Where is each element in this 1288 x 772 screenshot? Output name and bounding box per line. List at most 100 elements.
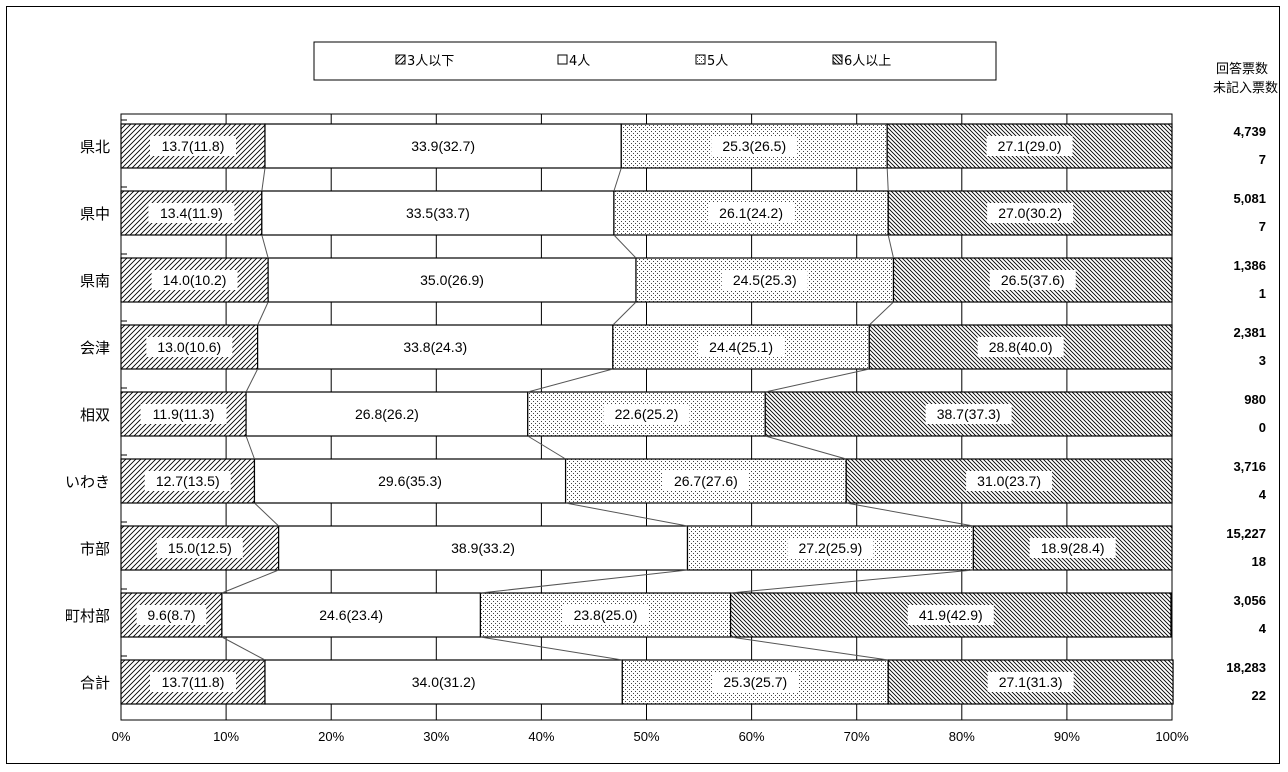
category-label: 県中 xyxy=(80,205,110,223)
category-label: いわき xyxy=(65,473,110,491)
data-label: 28.8(40.0) xyxy=(989,339,1053,355)
data-label: 13.7(11.8) xyxy=(162,674,225,690)
x-tick-label: 80% xyxy=(949,729,975,744)
data-label-bg xyxy=(140,404,227,424)
series-connector xyxy=(886,167,889,192)
data-label-bg xyxy=(907,605,994,625)
series-connector xyxy=(765,435,847,460)
data-label: 26.7(27.6) xyxy=(674,473,738,489)
data-label: 26.5(37.6) xyxy=(1001,272,1065,288)
data-label-bg xyxy=(977,337,1064,357)
data-label-bg xyxy=(440,538,527,558)
data-label: 31.0(23.7) xyxy=(977,473,1041,489)
series-connector xyxy=(221,569,279,594)
data-label: 14.0(10.2) xyxy=(163,272,227,288)
unanswered-count: 18 xyxy=(1252,554,1266,569)
x-tick-label: 100% xyxy=(1155,729,1189,744)
data-label-bg xyxy=(1029,538,1116,558)
data-label-bg xyxy=(925,404,1012,424)
data-label-bg xyxy=(392,337,479,357)
data-label: 33.8(24.3) xyxy=(403,339,467,355)
series-connector xyxy=(612,301,637,326)
bar-segment xyxy=(120,525,280,571)
series-connector xyxy=(245,435,255,460)
data-label-bg xyxy=(149,136,236,156)
data-label-bg xyxy=(787,538,874,558)
series-connector xyxy=(613,234,637,259)
data-label-bg xyxy=(987,203,1074,223)
data-label-bg xyxy=(711,136,798,156)
data-label-bg xyxy=(308,605,395,625)
data-label-bg xyxy=(400,136,487,156)
data-label-bg xyxy=(156,538,243,558)
data-label: 13.7(11.8) xyxy=(162,138,225,154)
data-label-bg xyxy=(400,672,487,692)
unanswered-count: 4 xyxy=(1259,621,1267,636)
unanswered-header: 未記入票数 xyxy=(1213,80,1278,96)
data-label: 26.8(26.2) xyxy=(355,406,419,422)
x-tick-label: 20% xyxy=(318,729,344,744)
data-label: 38.9(33.2) xyxy=(451,540,515,556)
data-label: 23.8(25.0) xyxy=(574,607,638,623)
data-label: 24.5(25.3) xyxy=(733,272,797,288)
data-label-bg xyxy=(149,672,236,692)
data-label: 13.0(10.6) xyxy=(157,339,221,355)
bar-segment xyxy=(886,123,1173,169)
data-label-bg xyxy=(698,337,785,357)
unanswered-count: 22 xyxy=(1252,688,1266,703)
category-label: 会津 xyxy=(80,339,110,357)
x-tick-label: 40% xyxy=(528,729,554,744)
data-label: 25.3(26.5) xyxy=(722,138,786,154)
data-label: 12.7(13.5) xyxy=(156,473,220,489)
data-label: 27.2(25.9) xyxy=(799,540,863,556)
x-tick-label: 50% xyxy=(633,729,659,744)
bar-segment xyxy=(264,123,622,169)
series-connector xyxy=(730,636,889,661)
series-connector xyxy=(730,569,974,594)
data-label-bg xyxy=(987,672,1074,692)
response-count: 15,227 xyxy=(1226,526,1266,541)
data-label: 41.9(42.9) xyxy=(919,607,983,623)
x-tick-label: 60% xyxy=(739,729,765,744)
unanswered-count: 4 xyxy=(1259,487,1267,502)
series-connector xyxy=(527,435,566,460)
data-label: 27.1(29.0) xyxy=(998,138,1062,154)
data-label-bg xyxy=(662,471,749,491)
category-label: 県北 xyxy=(80,138,110,156)
response-count: 4,739 xyxy=(1233,124,1266,139)
category-label: 相双 xyxy=(80,406,110,424)
response-count: 18,283 xyxy=(1226,660,1266,675)
unanswered-count: 7 xyxy=(1259,219,1266,234)
series-connector xyxy=(254,502,279,527)
response-count: 5,081 xyxy=(1233,191,1266,206)
data-label: 26.1(24.2) xyxy=(719,205,783,221)
series-connector xyxy=(221,636,266,661)
response-count: 980 xyxy=(1244,392,1266,407)
series-connector xyxy=(257,301,269,326)
data-label: 33.9(32.7) xyxy=(411,138,475,154)
series-connector xyxy=(846,502,974,527)
series-connector xyxy=(261,167,266,192)
data-label: 24.6(23.4) xyxy=(319,607,383,623)
series-connector xyxy=(613,167,622,192)
x-tick-label: 10% xyxy=(213,729,239,744)
data-label-bg xyxy=(367,471,454,491)
series-connector xyxy=(527,368,613,393)
unanswered-count: 1 xyxy=(1259,286,1266,301)
response-count: 3,056 xyxy=(1233,593,1266,608)
response-count: 3,716 xyxy=(1233,459,1266,474)
response-count: 2,381 xyxy=(1233,325,1266,340)
data-label-bg xyxy=(148,203,235,223)
data-label: 9.6(8.7) xyxy=(147,607,195,623)
x-tick-label: 30% xyxy=(423,729,449,744)
category-label: 県南 xyxy=(80,272,110,290)
data-label: 27.1(31.3) xyxy=(999,674,1063,690)
responses-header: 回答票数 xyxy=(1216,61,1268,77)
data-label: 34.0(31.2) xyxy=(412,674,476,690)
data-label: 35.0(26.9) xyxy=(420,272,484,288)
legend xyxy=(313,41,997,81)
data-label-bg xyxy=(966,471,1053,491)
data-label-bg xyxy=(712,672,799,692)
series-connector xyxy=(480,569,688,594)
